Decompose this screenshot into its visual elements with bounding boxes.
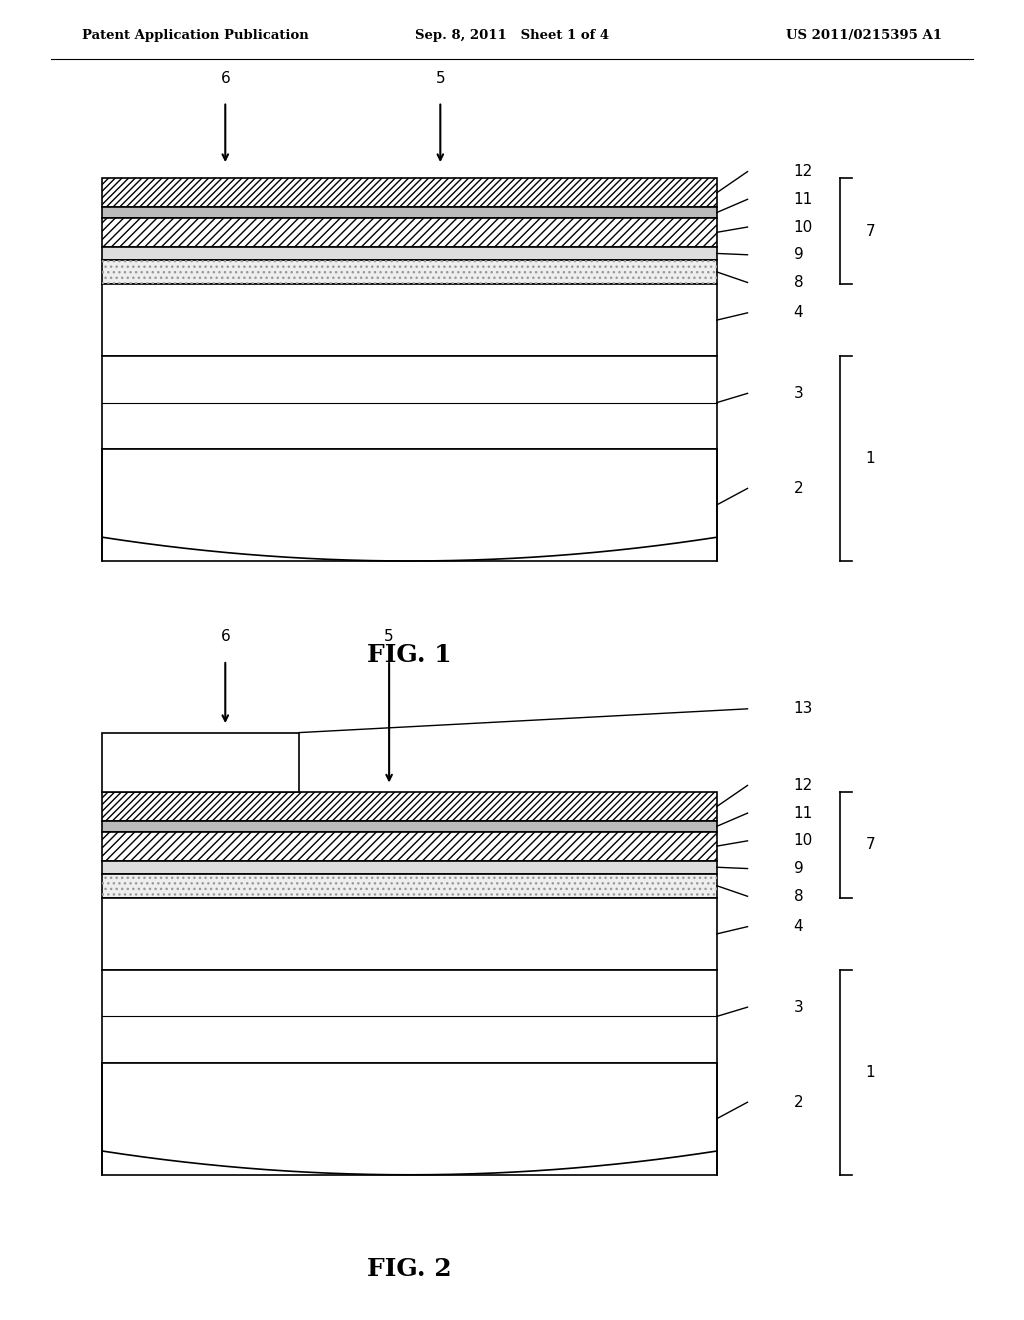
Text: 1: 1 — [865, 1065, 874, 1080]
Bar — [102, 178, 717, 207]
Text: 5: 5 — [384, 630, 394, 644]
Bar — [102, 218, 717, 247]
Text: US 2011/0215395 A1: US 2011/0215395 A1 — [786, 29, 942, 42]
Bar — [102, 356, 717, 449]
Text: 9: 9 — [794, 861, 804, 876]
Text: 7: 7 — [865, 837, 874, 853]
Text: 13: 13 — [794, 701, 813, 717]
Text: FIG. 1: FIG. 1 — [368, 643, 452, 667]
Bar — [102, 449, 717, 561]
Text: 8: 8 — [794, 888, 803, 904]
Text: 6: 6 — [220, 71, 230, 86]
Text: 1: 1 — [865, 451, 874, 466]
Bar — [102, 284, 717, 356]
Bar — [102, 218, 717, 247]
Text: 5: 5 — [435, 71, 445, 86]
Bar — [102, 898, 717, 970]
Text: 10: 10 — [794, 833, 813, 849]
Text: 11: 11 — [794, 805, 813, 821]
Bar — [102, 832, 717, 861]
Bar — [102, 792, 717, 821]
Text: Sep. 8, 2011   Sheet 1 of 4: Sep. 8, 2011 Sheet 1 of 4 — [415, 29, 609, 42]
Text: 12: 12 — [794, 164, 813, 180]
Text: 3: 3 — [794, 999, 804, 1015]
Text: 7: 7 — [865, 223, 874, 239]
Bar — [102, 861, 717, 874]
Bar — [102, 832, 717, 861]
Bar — [102, 792, 717, 821]
Bar — [102, 874, 717, 898]
Text: FIG. 2: FIG. 2 — [368, 1257, 452, 1280]
Bar — [102, 178, 717, 207]
Text: 9: 9 — [794, 247, 804, 263]
Text: 8: 8 — [794, 275, 803, 290]
Bar — [102, 970, 717, 1063]
Text: 2: 2 — [794, 480, 803, 496]
Bar — [102, 821, 717, 832]
Text: Patent Application Publication: Patent Application Publication — [82, 29, 308, 42]
Text: 3: 3 — [794, 385, 804, 401]
Text: 6: 6 — [220, 630, 230, 644]
Text: 4: 4 — [794, 919, 803, 935]
Bar — [102, 207, 717, 218]
Bar — [102, 1063, 717, 1175]
Text: 12: 12 — [794, 777, 813, 793]
Bar — [102, 733, 299, 792]
Bar — [102, 874, 717, 898]
Bar — [102, 247, 717, 260]
Text: 11: 11 — [794, 191, 813, 207]
Text: 2: 2 — [794, 1094, 803, 1110]
Text: 4: 4 — [794, 305, 803, 321]
Bar — [102, 260, 717, 284]
Bar — [102, 260, 717, 284]
Text: 10: 10 — [794, 219, 813, 235]
